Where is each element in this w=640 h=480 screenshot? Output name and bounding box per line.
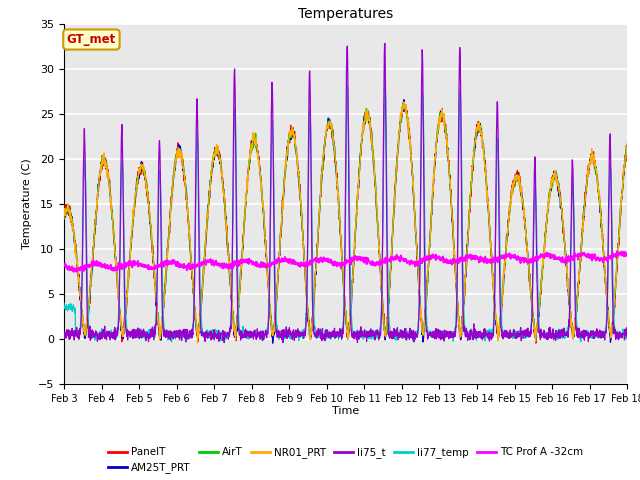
X-axis label: Time: Time — [332, 407, 359, 417]
Y-axis label: Temperature (C): Temperature (C) — [22, 158, 33, 250]
Legend: PanelT, AM25T_PRT, AirT, NR01_PRT, li75_t, li77_temp, TC Prof A -32cm: PanelT, AM25T_PRT, AirT, NR01_PRT, li75_… — [104, 443, 588, 478]
Text: GT_met: GT_met — [67, 33, 116, 46]
Title: Temperatures: Temperatures — [298, 8, 393, 22]
